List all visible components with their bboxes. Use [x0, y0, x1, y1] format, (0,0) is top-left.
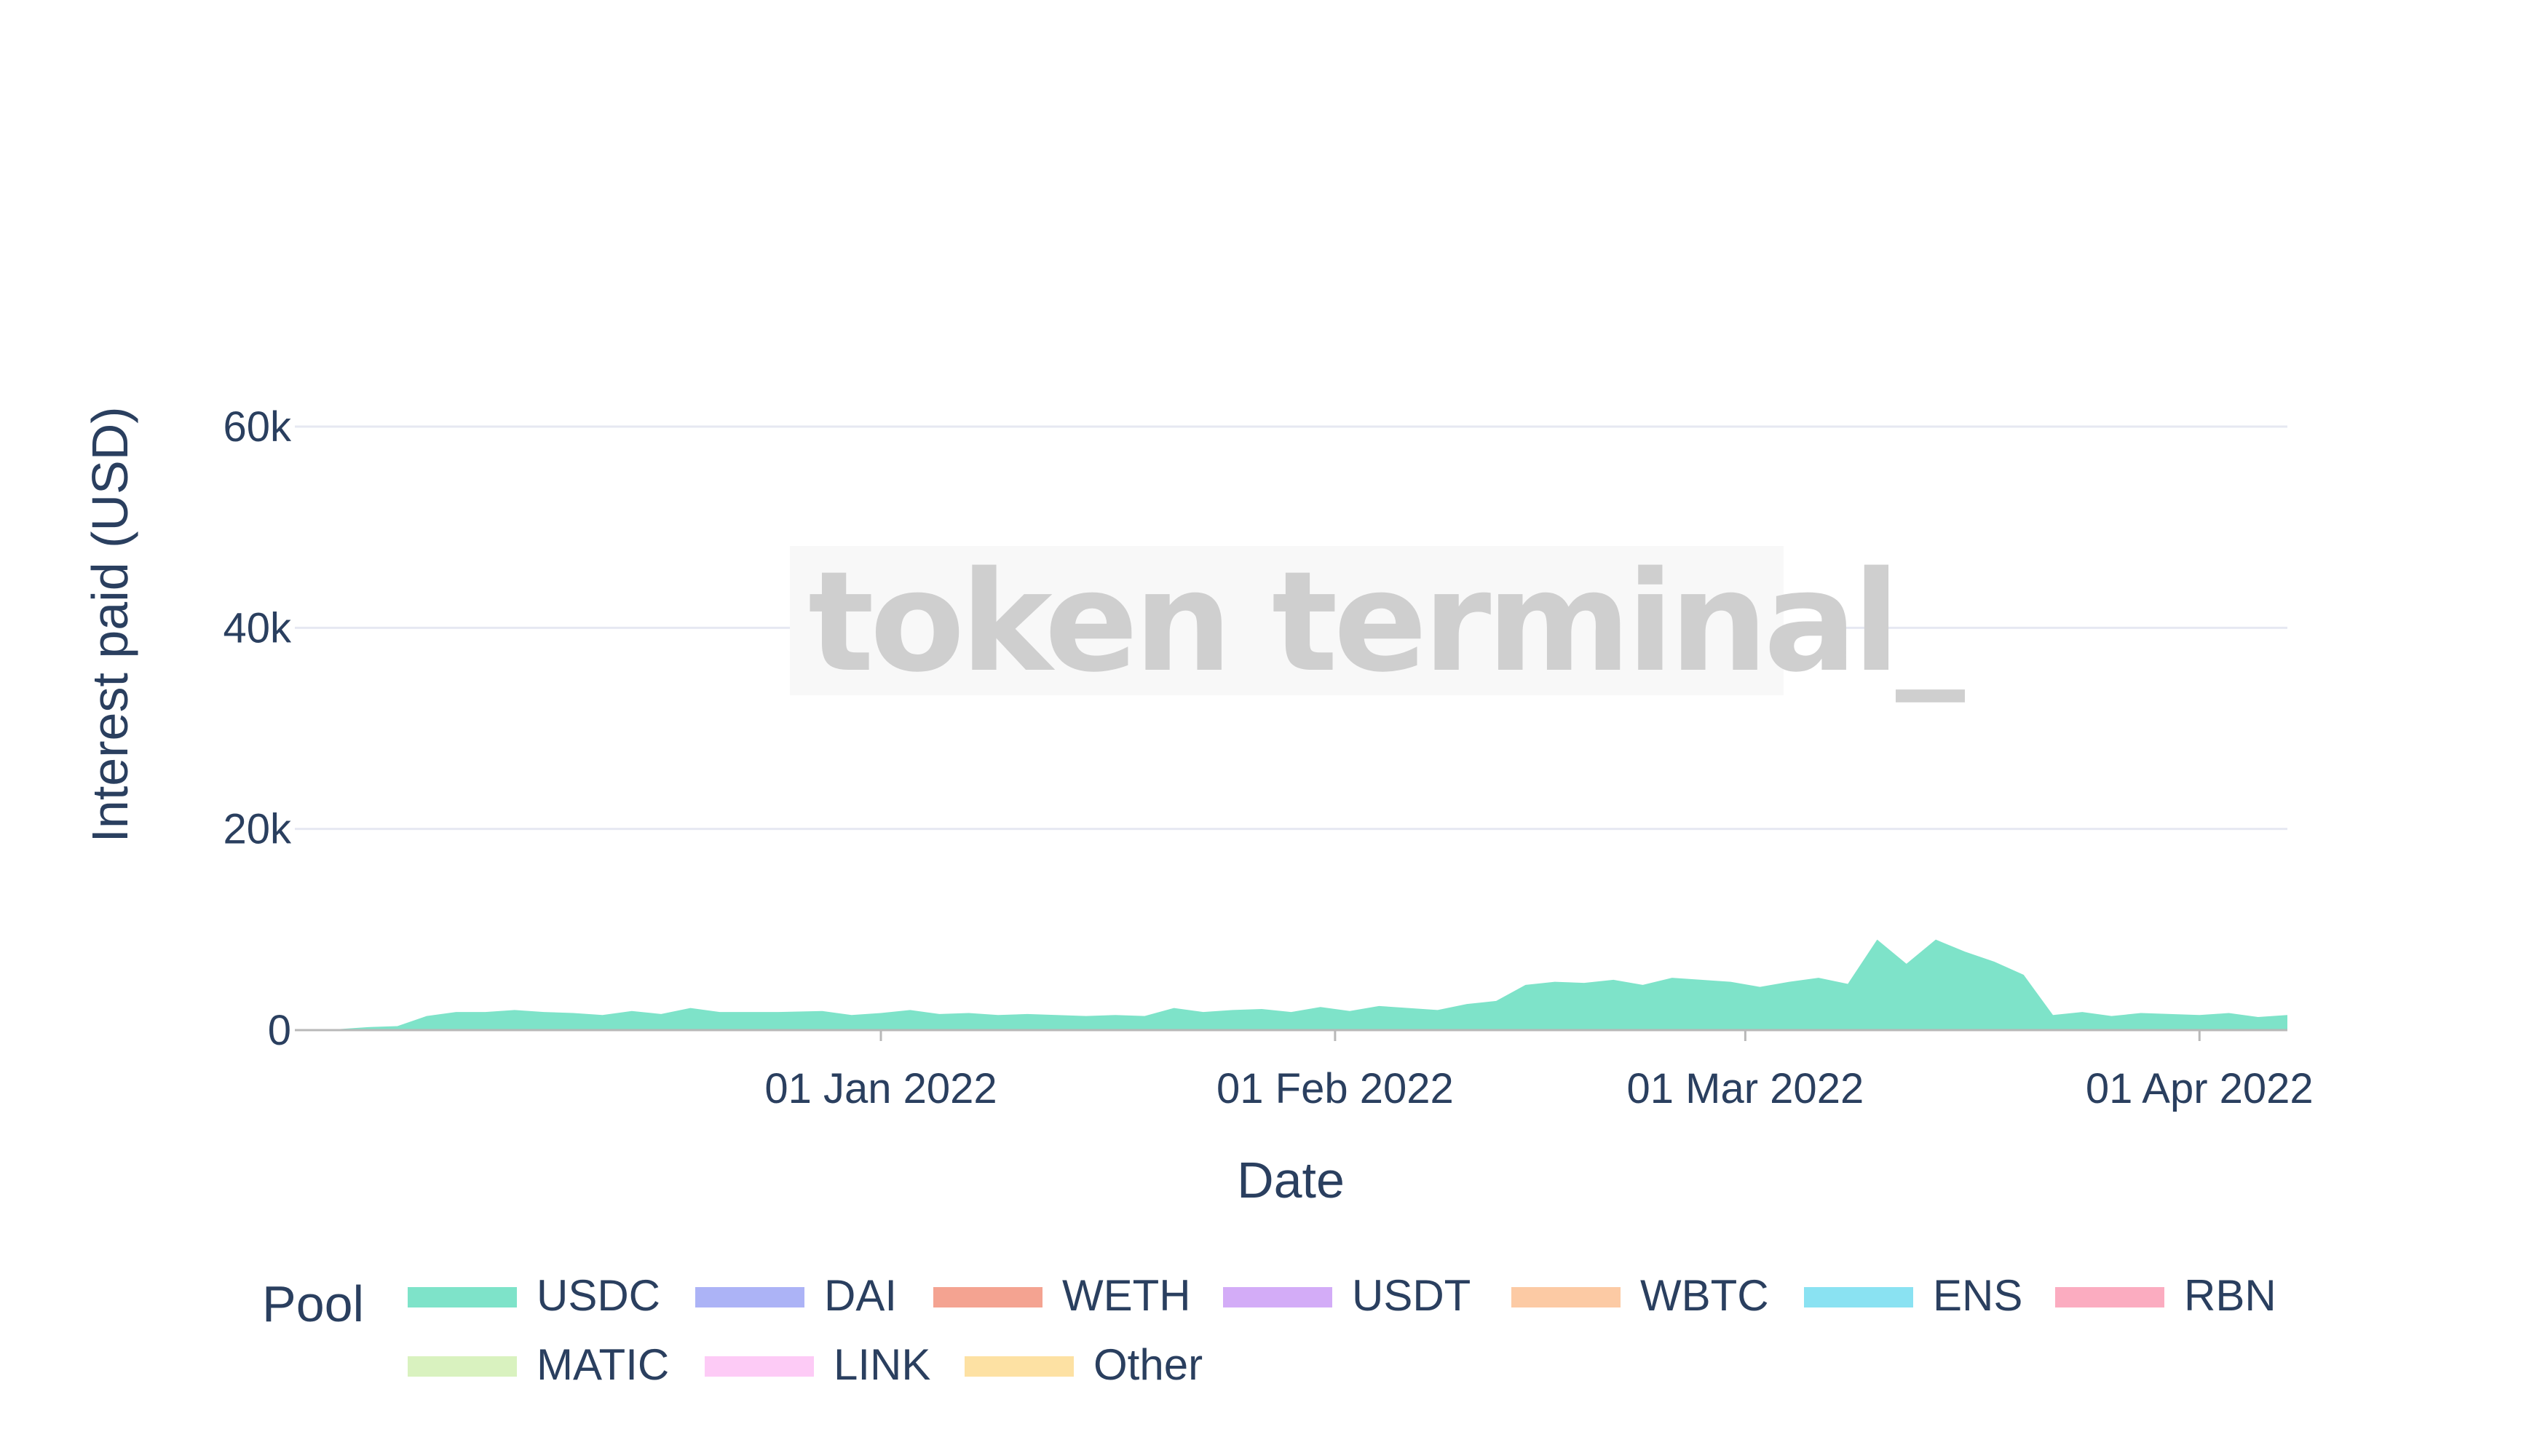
legend-swatch-other[interactable]	[965, 1356, 1074, 1377]
legend-swatch-usdc[interactable]	[408, 1287, 517, 1307]
watermark-backdrop	[790, 546, 1784, 695]
stacked-areas	[295, 939, 2287, 1030]
legend-label-link[interactable]: LINK	[834, 1340, 930, 1389]
legend-swatch-rbn[interactable]	[2055, 1287, 2164, 1307]
legend-label-rbn[interactable]: RBN	[2184, 1271, 2276, 1320]
area-series-usdc	[295, 939, 2287, 1030]
y-tick-label: 0	[268, 1007, 291, 1054]
watermark-text: token terminal_	[808, 542, 1965, 703]
legend-swatch-ens[interactable]	[1804, 1287, 1913, 1307]
legend-label-usdc[interactable]: USDC	[537, 1271, 660, 1320]
y-axis-title: Interest paid (USD)	[82, 406, 138, 842]
legend-title: Pool	[262, 1275, 364, 1332]
legend-label-usdt[interactable]: USDT	[1352, 1271, 1471, 1320]
legend-swatch-wbtc[interactable]	[1511, 1287, 1621, 1307]
x-tick-label: 01 Apr 2022	[2086, 1065, 2314, 1112]
legend-swatch-usdt[interactable]	[1223, 1287, 1332, 1307]
legend-label-matic[interactable]: MATIC	[537, 1340, 669, 1389]
y-tick-label: 60k	[223, 403, 292, 451]
legend-swatch-link[interactable]	[705, 1356, 814, 1377]
y-tick-label: 20k	[223, 806, 292, 853]
legend: USDC DAI WETH USDT WBTC ENS RBN MATIC LINK Other	[408, 1271, 2276, 1389]
y-axis-ticks: 0 20k 40k 60k	[223, 403, 292, 1054]
legend-label-ens[interactable]: ENS	[1933, 1271, 2022, 1320]
legend-label-wbtc[interactable]: WBTC	[1640, 1271, 1769, 1320]
legend-swatch-weth[interactable]	[933, 1287, 1042, 1307]
legend-label-weth[interactable]: WETH	[1062, 1271, 1191, 1320]
y-tick-label: 40k	[223, 604, 292, 652]
x-tick-label: 01 Jan 2022	[764, 1065, 997, 1112]
x-axis-title: Date	[1237, 1152, 1345, 1208]
watermark: token terminal_	[790, 542, 1969, 703]
legend-swatch-matic[interactable]	[408, 1356, 517, 1377]
x-tick-label: 01 Feb 2022	[1216, 1065, 1454, 1112]
x-axis-ticks: 01 Jan 2022 01 Feb 2022 01 Mar 2022 01 Apr …	[764, 1030, 2314, 1112]
legend-label-dai[interactable]: DAI	[824, 1271, 897, 1320]
x-tick-label: 01 Mar 2022	[1627, 1065, 1864, 1112]
legend-label-other[interactable]: Other	[1093, 1340, 1203, 1389]
legend-swatch-dai[interactable]	[695, 1287, 804, 1307]
